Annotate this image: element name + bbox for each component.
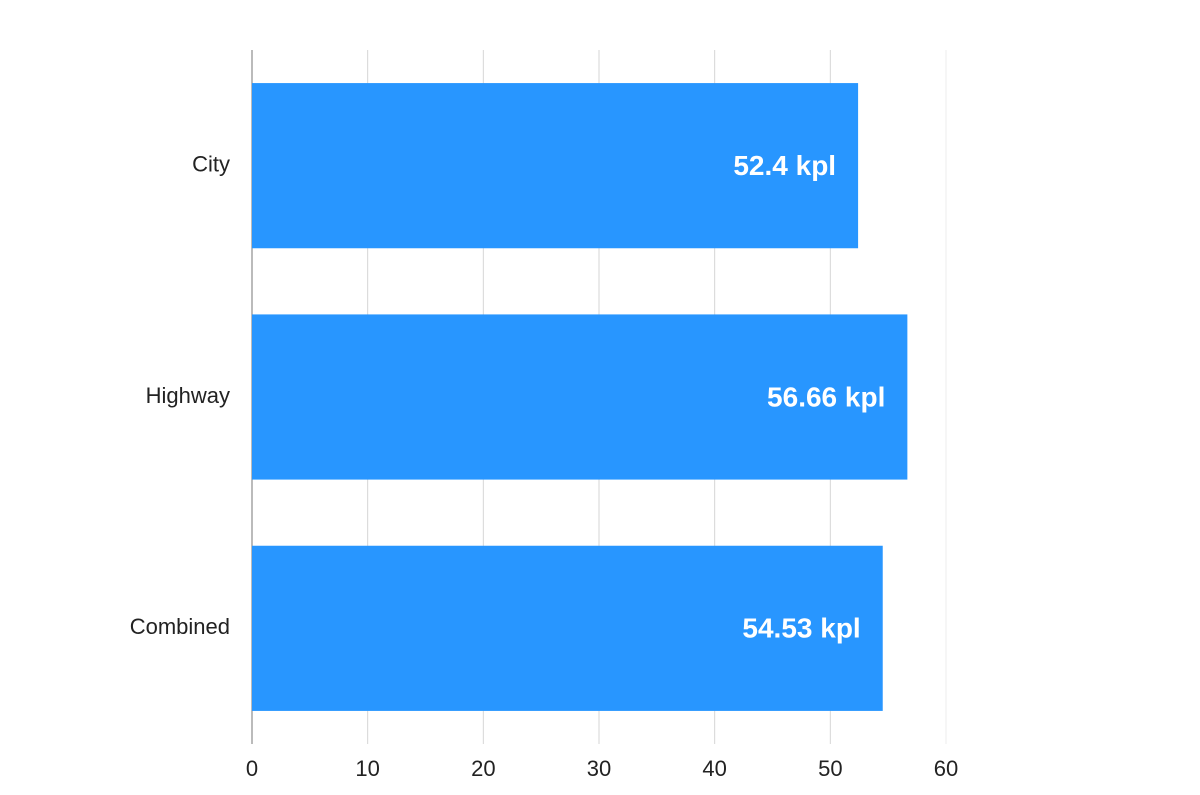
value-label: 52.4 kpl bbox=[733, 150, 836, 181]
x-tick-label: 30 bbox=[587, 756, 611, 781]
x-tick-label: 60 bbox=[934, 756, 958, 781]
value-label: 56.66 kpl bbox=[767, 381, 885, 412]
x-tick-label: 40 bbox=[702, 756, 726, 781]
y-tick-label: Combined bbox=[130, 614, 230, 639]
bar bbox=[252, 314, 908, 480]
bar bbox=[252, 83, 859, 249]
y-tick-label: City bbox=[192, 151, 230, 176]
x-tick-label: 0 bbox=[246, 756, 258, 781]
value-label: 54.53 kpl bbox=[742, 613, 860, 644]
x-tick-label: 20 bbox=[471, 756, 495, 781]
bar bbox=[252, 545, 883, 711]
y-tick-label: Highway bbox=[146, 383, 230, 408]
x-tick-label: 50 bbox=[818, 756, 842, 781]
x-tick-label: 10 bbox=[355, 756, 379, 781]
